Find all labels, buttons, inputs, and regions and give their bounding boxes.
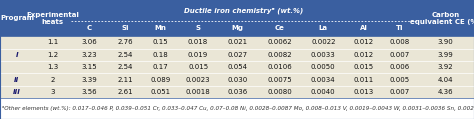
Bar: [0, 98, 474, 119]
Text: Program: Program: [0, 15, 34, 21]
Text: Ductile iron chemistryᵃ (wt.%): Ductile iron chemistryᵃ (wt.%): [184, 7, 304, 14]
Text: 0.006: 0.006: [390, 64, 410, 70]
Bar: [178, 21, 218, 36]
Bar: [0, 73, 474, 86]
Text: 0.030: 0.030: [228, 77, 248, 83]
Text: 0.0062: 0.0062: [267, 39, 292, 45]
Text: 2: 2: [50, 77, 55, 83]
Text: 0.054: 0.054: [228, 64, 248, 70]
Text: 0.0040: 0.0040: [311, 89, 336, 95]
Text: ᵃOther elements (wt.%): 0.017–0.046 P, 0.039–0.051 Cr, 0.033–0.047 Cu, 0.07–0.08: ᵃOther elements (wt.%): 0.017–0.046 P, 0…: [2, 106, 474, 111]
Text: 0.012: 0.012: [354, 52, 374, 58]
Bar: [218, 21, 257, 36]
Text: 3.39: 3.39: [81, 77, 97, 83]
Text: 3: 3: [50, 89, 55, 95]
Text: 2.76: 2.76: [118, 39, 133, 45]
Text: Carbon
equivalent CE (%): Carbon equivalent CE (%): [410, 12, 474, 25]
Text: 1.1: 1.1: [47, 39, 58, 45]
Text: 1.3: 1.3: [47, 64, 58, 70]
Text: 3.92: 3.92: [438, 64, 454, 70]
Text: 0.036: 0.036: [228, 89, 248, 95]
Text: 4.36: 4.36: [438, 89, 454, 95]
Text: Al: Al: [360, 25, 367, 31]
Bar: [0, 36, 474, 49]
Text: Experimental
heats: Experimental heats: [26, 12, 79, 25]
Text: 0.0018: 0.0018: [186, 89, 210, 95]
Text: 0.0082: 0.0082: [267, 52, 292, 58]
Text: 0.0034: 0.0034: [311, 77, 336, 83]
Text: C: C: [87, 25, 91, 31]
Bar: [71, 0, 418, 21]
Bar: [0, 0, 34, 36]
Text: 0.007: 0.007: [390, 89, 410, 95]
Text: 0.0022: 0.0022: [311, 39, 336, 45]
Text: 2.11: 2.11: [118, 77, 133, 83]
Text: 0.0023: 0.0023: [186, 77, 210, 83]
Text: 0.015: 0.015: [354, 64, 374, 70]
Text: 3.56: 3.56: [82, 89, 97, 95]
Text: 0.0033: 0.0033: [311, 52, 336, 58]
Text: II: II: [14, 77, 19, 83]
Bar: [418, 0, 474, 36]
Text: Ce: Ce: [274, 25, 284, 31]
Text: 0.019: 0.019: [188, 52, 208, 58]
Bar: [301, 21, 345, 36]
Text: 0.007: 0.007: [390, 52, 410, 58]
Text: 0.012: 0.012: [354, 39, 374, 45]
Text: 0.17: 0.17: [153, 64, 168, 70]
Text: S: S: [196, 25, 201, 31]
Text: I: I: [16, 52, 18, 58]
Bar: [257, 21, 301, 36]
Bar: [382, 21, 418, 36]
Text: 3.23: 3.23: [82, 52, 97, 58]
Text: 0.0080: 0.0080: [267, 89, 292, 95]
Text: 0.089: 0.089: [150, 77, 171, 83]
Bar: [71, 21, 108, 36]
Text: Mg: Mg: [232, 25, 244, 31]
Text: 0.0106: 0.0106: [267, 64, 292, 70]
Text: 2.61: 2.61: [118, 89, 133, 95]
Text: 3.15: 3.15: [82, 64, 97, 70]
Text: 0.005: 0.005: [390, 77, 410, 83]
Bar: [143, 21, 178, 36]
Text: Mn: Mn: [155, 25, 166, 31]
Text: 4.04: 4.04: [438, 77, 454, 83]
Text: 0.0075: 0.0075: [267, 77, 292, 83]
Text: 0.0050: 0.0050: [311, 64, 336, 70]
Bar: [108, 21, 143, 36]
Bar: [0, 61, 474, 73]
Text: 1.2: 1.2: [47, 52, 58, 58]
Text: 2.54: 2.54: [118, 52, 133, 58]
Text: 0.15: 0.15: [153, 39, 168, 45]
Bar: [0, 86, 474, 98]
Text: 0.18: 0.18: [153, 52, 168, 58]
Text: 0.027: 0.027: [228, 52, 248, 58]
Text: III: III: [13, 89, 21, 95]
Text: Si: Si: [121, 25, 129, 31]
Text: 3.99: 3.99: [438, 52, 454, 58]
Text: 3.06: 3.06: [81, 39, 97, 45]
Text: 0.018: 0.018: [188, 39, 208, 45]
Bar: [345, 21, 382, 36]
Text: 0.051: 0.051: [151, 89, 171, 95]
Text: 0.013: 0.013: [354, 89, 374, 95]
Bar: [0, 49, 474, 61]
Text: 0.008: 0.008: [390, 39, 410, 45]
Text: Ti: Ti: [396, 25, 403, 31]
Text: La: La: [319, 25, 328, 31]
Text: 0.011: 0.011: [354, 77, 374, 83]
Text: 0.015: 0.015: [188, 64, 208, 70]
Text: 3.90: 3.90: [438, 39, 454, 45]
Bar: [34, 0, 71, 36]
Text: 0.021: 0.021: [228, 39, 248, 45]
Text: 2.54: 2.54: [118, 64, 133, 70]
